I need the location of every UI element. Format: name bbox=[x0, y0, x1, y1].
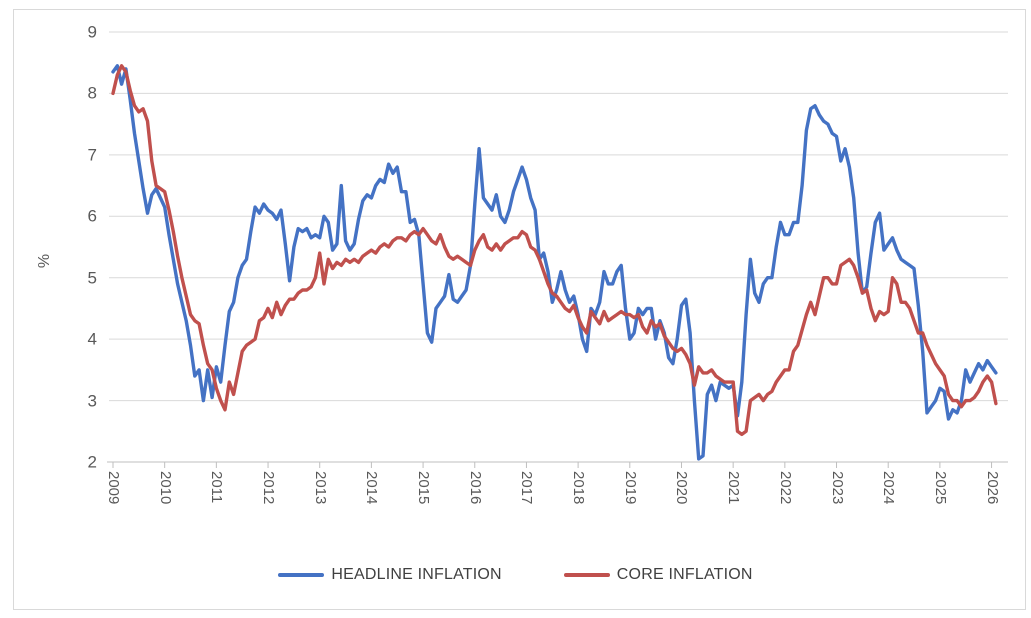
headline-inflation-line bbox=[111, 64, 998, 461]
x-tick-label-2023: 2023 bbox=[828, 471, 846, 505]
y-tick-label-3: 3 bbox=[87, 391, 97, 411]
x-tick-label-2010: 2010 bbox=[156, 471, 174, 505]
legend-item-headline-inflation[interactable]: HEADLINE INFLATION bbox=[278, 566, 502, 584]
x-tick-label-2021: 2021 bbox=[725, 471, 743, 505]
x-tick-label-2020: 2020 bbox=[673, 471, 691, 505]
x-tick-label-2014: 2014 bbox=[363, 471, 381, 505]
y-tick-label-9: 9 bbox=[87, 22, 97, 42]
x-tick-label-2026: 2026 bbox=[983, 471, 1001, 505]
x-tick-label-2012: 2012 bbox=[260, 471, 278, 505]
x-tick-label-2009: 2009 bbox=[105, 471, 122, 505]
x-tick-label-2016: 2016 bbox=[466, 471, 484, 505]
x-tick-label-2015: 2015 bbox=[415, 471, 433, 505]
x-tick-label-2017: 2017 bbox=[518, 471, 536, 505]
y-tick-label-5: 5 bbox=[87, 268, 97, 288]
legend-label-headline: HEADLINE INFLATION bbox=[331, 566, 502, 583]
x-tick-label-2013: 2013 bbox=[311, 471, 329, 505]
legend-label-core: CORE INFLATION bbox=[616, 566, 753, 583]
y-axis-title: % bbox=[36, 253, 54, 269]
y-tick-label-2: 2 bbox=[87, 452, 97, 472]
core-inflation-line bbox=[111, 64, 998, 437]
x-tick-label-2018: 2018 bbox=[570, 471, 588, 505]
x-tick-label-2011: 2011 bbox=[208, 471, 226, 504]
y-tick-label-7: 7 bbox=[87, 145, 97, 165]
y-tick-label-6: 6 bbox=[87, 206, 97, 226]
x-tick-label-2019: 2019 bbox=[621, 471, 639, 505]
headline-line-swatch bbox=[278, 573, 325, 577]
x-tick-label-2022: 2022 bbox=[776, 471, 794, 505]
legend-item-core-inflation[interactable]: CORE INFLATION bbox=[563, 566, 753, 584]
core-line-swatch bbox=[563, 573, 610, 577]
y-tick-label-4: 4 bbox=[87, 329, 97, 349]
chart-legend: HEADLINE INFLATION CORE INFLATION bbox=[0, 566, 1031, 584]
x-tick-label-2025: 2025 bbox=[931, 471, 949, 505]
y-tick-label-8: 8 bbox=[87, 83, 97, 103]
x-tick-label-2024: 2024 bbox=[880, 471, 898, 505]
